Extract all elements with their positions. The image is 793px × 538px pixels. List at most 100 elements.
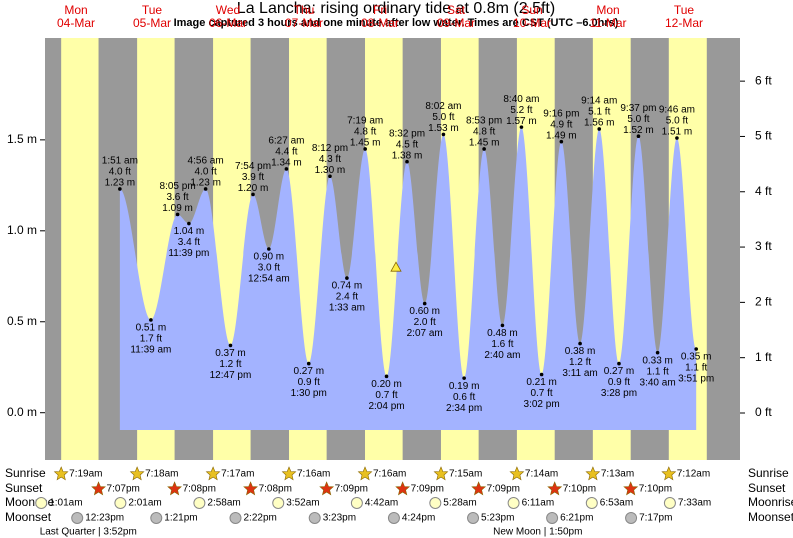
tide-point <box>482 147 486 151</box>
tide-label: 0.9 ft <box>298 377 320 388</box>
tide-label: 7:54 pm <box>235 161 271 172</box>
tide-label: 5.1 ft <box>588 107 610 118</box>
tide-label: 1.20 m <box>238 183 269 194</box>
moonset-icon <box>308 512 321 524</box>
sunset-time: 7:08pm <box>183 484 216 495</box>
tide-label: 9:14 am <box>581 96 617 107</box>
tide-label: 0.21 m <box>526 377 557 388</box>
sunrise-icon <box>129 466 145 481</box>
tide-label: 12:47 pm <box>210 370 252 381</box>
tide-label: 4.0 ft <box>109 167 131 178</box>
tide-label: 8:12 pm <box>312 143 348 154</box>
tide-point <box>694 347 698 351</box>
sunrise-time: 7:12am <box>677 469 710 480</box>
tide-label: 4.0 ft <box>194 167 216 178</box>
tide-label: 9:46 am <box>659 105 695 116</box>
sunrise-time: 7:13am <box>601 469 634 480</box>
tide-label: 1.2 ft <box>219 359 241 370</box>
tide-point <box>328 174 332 179</box>
y2-tick-label: 3 ft <box>755 239 772 253</box>
moonrise-icon <box>585 497 598 509</box>
day-name: Sat <box>447 3 466 17</box>
tide-label: 0.7 ft <box>530 388 552 399</box>
moonset-icon <box>546 512 559 524</box>
tide-label: 0.6 ft <box>453 392 475 403</box>
row-label: Sunrise <box>748 466 789 480</box>
day-date: 04-Mar <box>57 16 95 30</box>
tide-point <box>636 134 641 139</box>
sunrise-icon <box>205 466 221 481</box>
moonrise-icon <box>35 497 48 509</box>
tide-label: 0.19 m <box>449 381 480 392</box>
moonset-time: 6:21pm <box>560 513 593 524</box>
day-name: Tue <box>142 3 163 17</box>
tide-label: 1.52 m <box>623 125 654 136</box>
row-label: Moonset <box>748 510 793 524</box>
moonrise-time: 2:01am <box>128 498 161 509</box>
tide-label: 8:02 am <box>425 101 461 112</box>
tide-label: 9:16 pm <box>543 108 579 119</box>
row-label: Sunset <box>748 481 786 495</box>
sunset-time: 7:09pm <box>335 484 368 495</box>
tide-label: 5.0 ft <box>666 116 688 127</box>
day-date: 07-Mar <box>285 16 323 30</box>
tide-label: 0.9 ft <box>608 377 630 388</box>
tide-point <box>175 212 180 217</box>
tide-label: 4.5 ft <box>396 139 418 150</box>
tide-point <box>284 167 289 171</box>
tide-label: 0.48 m <box>487 328 518 339</box>
tide-label: 0.27 m <box>293 366 324 377</box>
moonrise-icon <box>114 497 127 509</box>
moonrise-icon <box>663 497 676 509</box>
moonset-icon <box>229 512 242 524</box>
sunrise-time: 7:16am <box>373 469 406 480</box>
tide-label: 9:37 pm <box>620 103 656 114</box>
tide-label: 7:19 am <box>347 116 383 127</box>
tide-label: 0.51 m <box>136 323 167 334</box>
tide-label: 5.0 ft <box>627 114 649 125</box>
row-label: Sunset <box>5 481 43 495</box>
moonrise-icon <box>193 497 206 509</box>
sunset-time: 7:09pm <box>487 484 520 495</box>
tide-label: 1.04 m <box>174 226 205 237</box>
day-name: Mon <box>596 3 619 17</box>
moonset-icon <box>387 512 400 524</box>
tide-point <box>559 139 564 144</box>
tide-point <box>228 343 233 348</box>
current-marker <box>390 261 402 272</box>
tide-label: 1.53 m <box>428 123 459 134</box>
moonset-time: 2:22pm <box>243 513 276 524</box>
tide-point <box>345 276 349 280</box>
tide-label: 0.90 m <box>254 252 285 263</box>
row-label: Moonrise <box>5 495 55 509</box>
tide-label: 2:34 pm <box>446 403 482 414</box>
tide-point <box>655 350 660 355</box>
sunrise-icon <box>357 466 373 481</box>
tide-label: 3.6 ft <box>166 192 188 203</box>
tide-label: 1.57 m <box>506 116 537 127</box>
moonrise-time: 6:53am <box>600 498 633 509</box>
tide-label: 4.9 ft <box>550 119 572 130</box>
tide-point <box>405 159 409 164</box>
sunrise-icon <box>433 466 449 481</box>
y-tick-label: 0.5 m <box>7 314 37 328</box>
tide-label: 4.8 ft <box>354 127 376 138</box>
sunrise-time: 7:17am <box>221 469 254 480</box>
day-name: Sun <box>521 3 542 17</box>
tide-label: 1:51 am <box>102 156 138 167</box>
tide-point <box>384 374 389 379</box>
plot <box>45 38 740 460</box>
tide-point <box>500 323 505 328</box>
sunset-icon <box>623 481 639 496</box>
y2-tick-label: 5 ft <box>755 129 772 143</box>
sunrise-icon <box>53 466 69 481</box>
moonset-time: 12:23pm <box>85 513 124 524</box>
moon-phase: Last Quarter | 3:52pm <box>40 527 137 538</box>
day-date: 12-Mar <box>665 16 703 30</box>
tide-point <box>422 301 427 306</box>
y2-tick-label: 6 ft <box>755 73 772 87</box>
tide-point <box>441 132 446 137</box>
moonrise-time: 3:52am <box>286 498 319 509</box>
day-date: 10-Mar <box>513 16 551 30</box>
